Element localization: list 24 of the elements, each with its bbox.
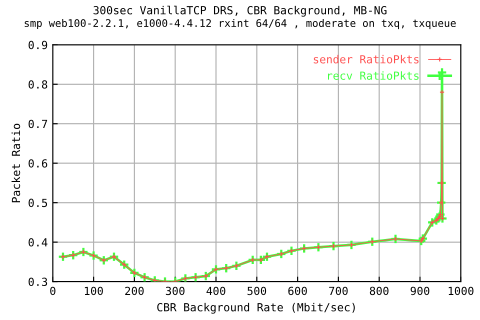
legend-label: recv RatioPkts (328, 71, 419, 80)
x-tick-label: 600 (288, 286, 307, 296)
x-tick-label: 900 (410, 286, 430, 296)
legend-label: sender RatioPkts (314, 54, 419, 64)
x-tick-label: 400 (206, 286, 226, 296)
x-tick-label: 500 (248, 286, 266, 296)
y-tick-label: 0.9 (28, 40, 48, 50)
y-tick-label: 0.8 (28, 80, 48, 89)
x-tick-label: 0 (50, 286, 56, 296)
x-tick-label: 200 (125, 286, 144, 296)
x-tick-label: 1000 (448, 286, 474, 296)
y-tick-label: 0.5 (28, 198, 48, 208)
chart-subtitle: smp web100-2.2.1, e1000-4.4.12 rxint 64/64 , moderate on txq, txqueue (24, 18, 456, 30)
y-tick-label: 0.6 (28, 159, 48, 168)
x-tick-label: 300 (166, 286, 185, 296)
x-axis-title: CBR Background Rate (Mbit/sec) (157, 302, 355, 314)
chart-title: 300sec VanillaTCP DRS, CBR Background, MB-NG (94, 6, 386, 17)
x-tick-label: 800 (370, 286, 389, 296)
y-tick-label: 0.3 (28, 278, 48, 286)
y-tick-label: 0.7 (28, 120, 48, 128)
x-tick-label: 100 (84, 286, 103, 296)
y-axis-title: Packet Ratio (12, 124, 20, 202)
x-tick-label: 700 (329, 286, 348, 296)
y-tick-label: 0.4 (28, 238, 48, 247)
